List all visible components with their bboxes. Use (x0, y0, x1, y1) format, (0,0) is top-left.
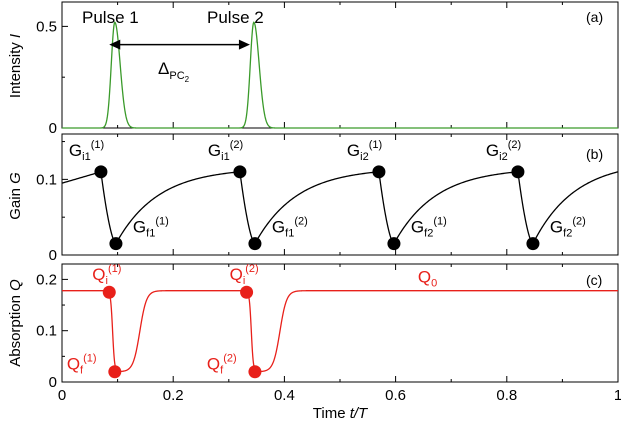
panel-b: 0 0.1 Gi1(1) Gf1(1) Gi1(2) Gf1(2) Gi2(1) Gf2(1… (7, 133, 619, 264)
panel-c-ytick-label: 0 (49, 374, 57, 391)
delta-label: ΔPC2 (158, 59, 190, 84)
gain-point (109, 237, 123, 251)
absorption-point-label: Qi(1) (92, 263, 121, 287)
gain-point (372, 165, 386, 179)
panel-b-ylabel-main: Gain (7, 184, 24, 220)
absorption-curve (62, 290, 618, 373)
x-axis-label: Time t/T (313, 405, 369, 422)
panel-b-ytick-label: 0.1 (36, 171, 57, 188)
gain-point-label: Gi1(2) (208, 139, 243, 163)
absorption-point (108, 365, 122, 379)
panel-c-ytick-label: 0.2 (36, 271, 57, 288)
pulse-1-label: Pulse 1 (82, 8, 139, 27)
intensity-curve (62, 21, 618, 129)
absorption-point-label: Qi(2) (230, 263, 259, 287)
gain-point-label: Gf1(1) (133, 216, 169, 240)
delta-sub: PC (169, 70, 184, 82)
gain-point (233, 165, 247, 179)
delta-arrow-head-right (238, 39, 250, 50)
x-axis-label-main: Time (313, 405, 350, 422)
x-tick-label: 0.2 (163, 387, 184, 404)
panel-b-tag: (b) (586, 146, 603, 162)
gain-point (94, 165, 108, 179)
absorption-point (248, 365, 262, 379)
absorption-point (240, 285, 254, 299)
panel-c-ytick-label: 0.1 (36, 323, 57, 340)
gain-point-label: Gi2(2) (486, 139, 521, 163)
gain-point-label: Gi1(1) (69, 139, 104, 163)
gain-point-label: Gf2(2) (550, 216, 586, 240)
gain-point-label: Gf2(1) (411, 216, 447, 240)
gain-curve (61, 170, 619, 245)
panel-c-ylabel-var: Q (7, 279, 24, 291)
gain-point (526, 237, 540, 251)
pulse-2-label: Pulse 2 (207, 8, 264, 27)
x-axis-label-var: t/T (350, 405, 369, 422)
panel-a: 0 0.5 (a) Pulse 1 Pulse 2 ΔPC2 Intensity … (7, 1, 619, 137)
absorption-point-label: Qf(2) (207, 353, 237, 377)
q0-label: Q0 (418, 268, 437, 290)
x-tick-label: 0.8 (496, 387, 517, 404)
panel-b-ytick-label: 0 (49, 247, 57, 264)
gain-point-label: Gf1(2) (272, 216, 308, 240)
x-tick-label: 0.6 (385, 387, 406, 404)
gain-point (248, 237, 262, 251)
delta-subsub: 2 (185, 75, 190, 84)
gain-point (387, 237, 401, 251)
x-tick-label: 0 (58, 387, 66, 404)
panel-a-ylabel-main: Intensity (7, 38, 24, 98)
gain-point (511, 165, 525, 179)
panel-b-ylabel-var: G (7, 172, 24, 184)
panel-a-frame (61, 1, 619, 129)
panel-a-ytick-label: 0 (49, 120, 57, 137)
panel-a-tag: (a) (586, 9, 603, 25)
x-tick-label: 0.4 (274, 387, 295, 404)
delta-arrow-head-left (109, 39, 121, 50)
delta-arrow (109, 39, 250, 50)
x-tick-label: 1 (614, 387, 621, 404)
panel-a-ylabel: Intensity I (7, 34, 24, 98)
absorption-point-label: Qf(1) (67, 353, 97, 377)
panel-c-ylabel-main: Absorption (7, 291, 24, 367)
panel-c: 0 0.1 0.2 0 0.2 0.4 0.6 0.8 1 Qi(1) Qf(1) Qi(2) Qf(… (7, 263, 621, 422)
panel-a-ylabel-var: I (7, 34, 24, 38)
panel-c-tag: (c) (586, 272, 602, 288)
absorption-point (102, 285, 116, 299)
delta-symbol: Δ (158, 59, 169, 78)
panel-a-ytick-label: 0.5 (36, 18, 57, 35)
panel-b-ylabel: Gain G (7, 172, 24, 220)
panel-c-ylabel: Absorption Q (7, 279, 24, 367)
panel-c-frame (61, 263, 619, 383)
gain-point-label: Gi2(1) (347, 139, 382, 163)
